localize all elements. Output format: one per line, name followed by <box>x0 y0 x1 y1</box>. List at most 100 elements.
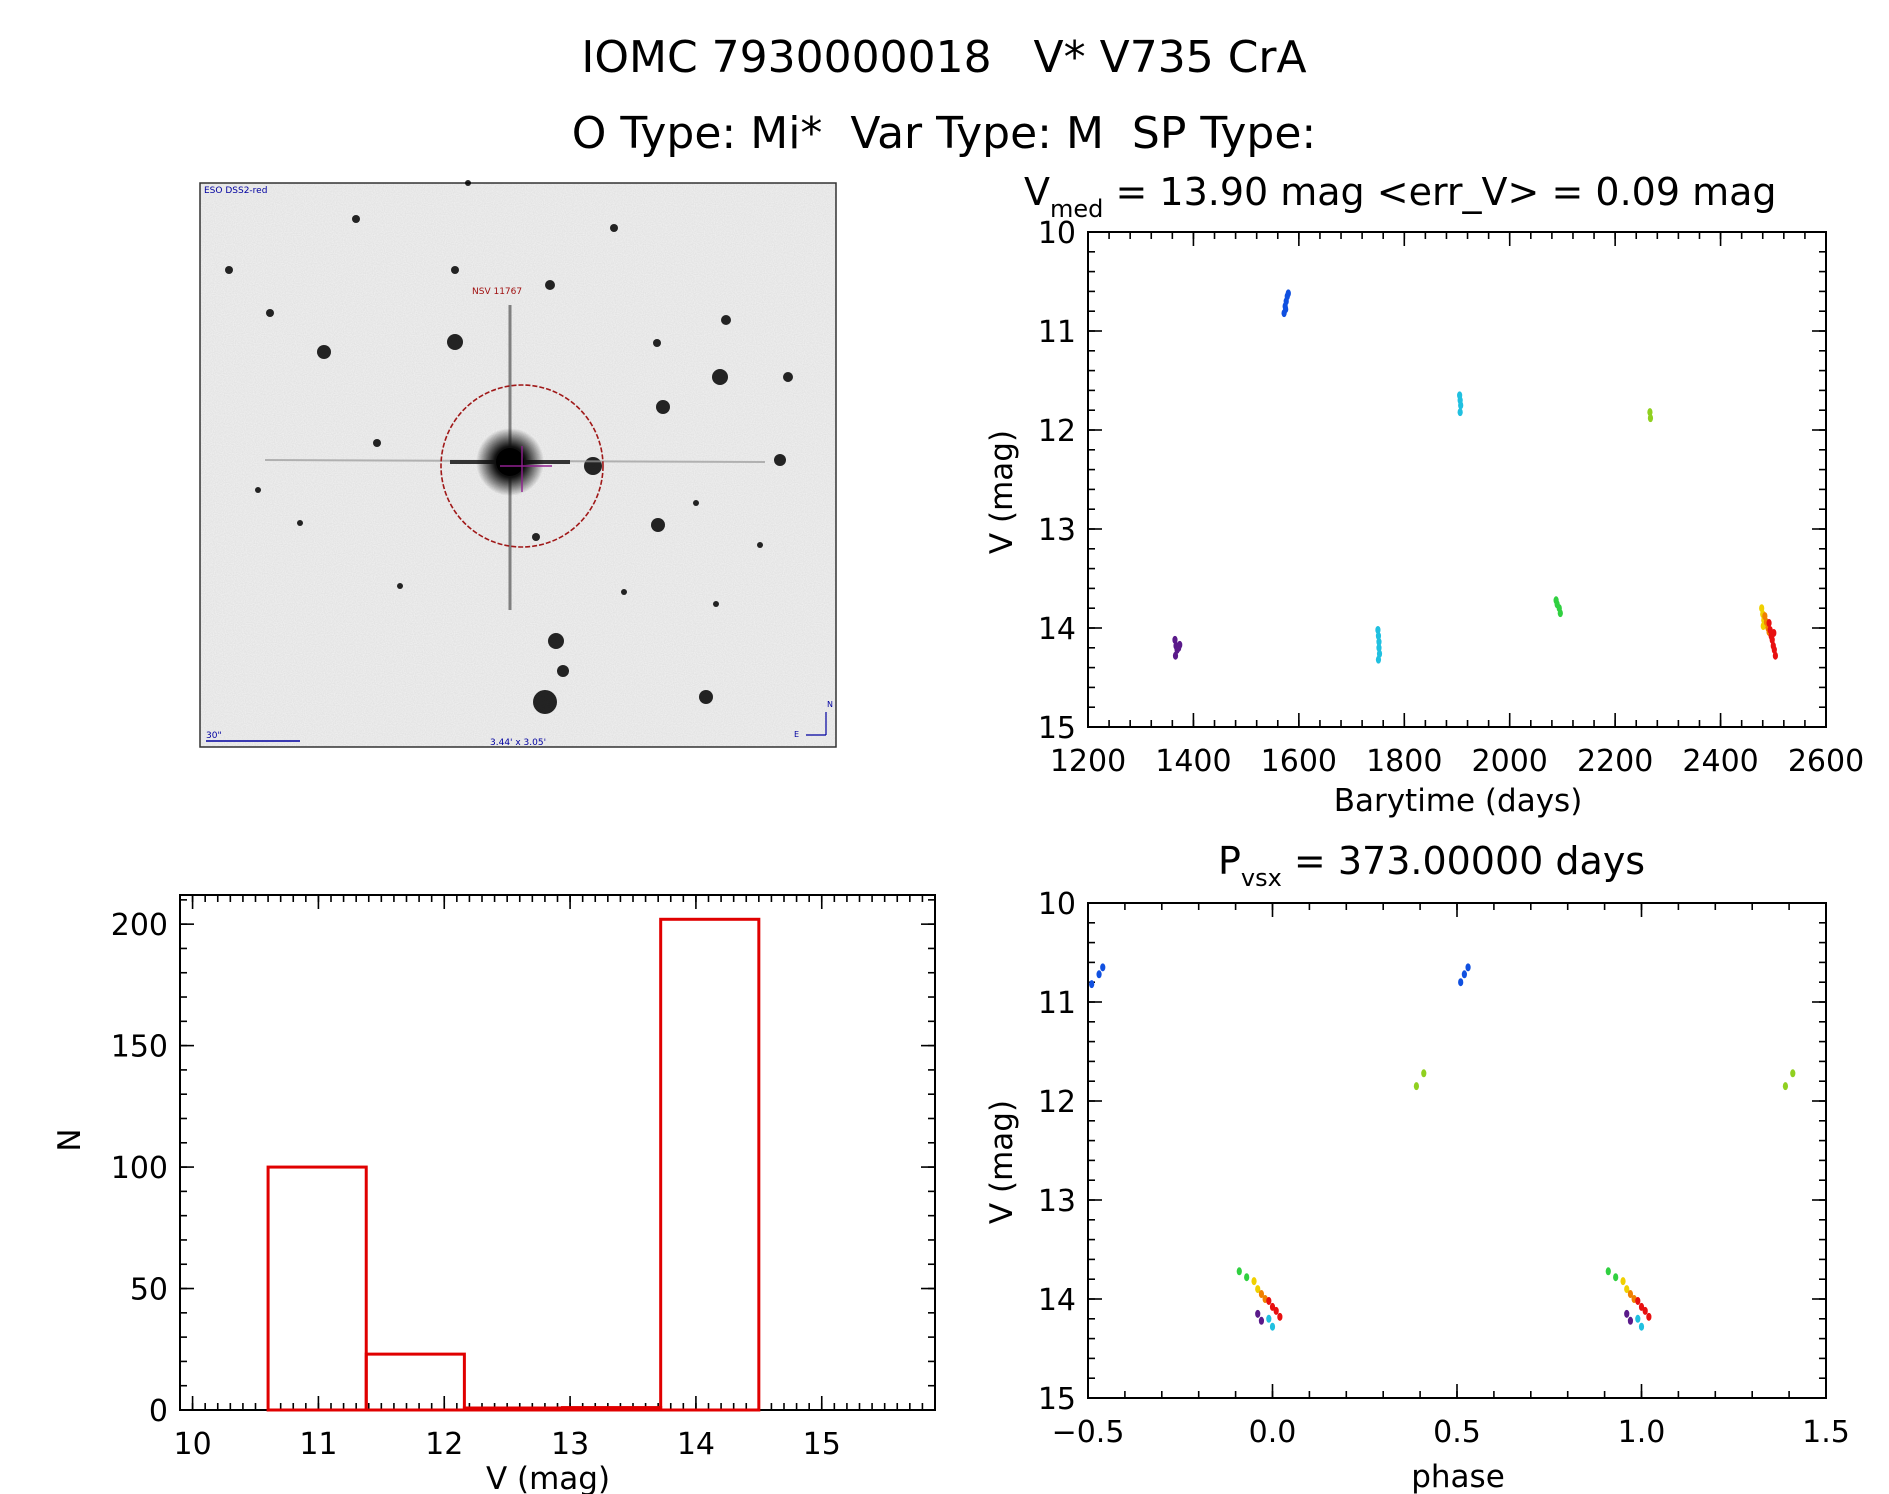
histogram-xtick-label: 10 <box>173 1427 211 1462</box>
phased-point-1-2 <box>1782 1082 1789 1091</box>
histogram-xtick-label: 15 <box>803 1427 841 1462</box>
lightcurve-point-7-6 <box>1772 651 1778 660</box>
star-25 <box>757 542 763 548</box>
phased-point-5-7 <box>1646 1312 1652 1321</box>
phased-point-7-0 <box>1255 1309 1261 1318</box>
phased-point-0-3 <box>1458 978 1464 987</box>
lightcurve-point-4-1 <box>1647 414 1654 423</box>
finder-survey-label: ESO DSS2-red <box>204 186 267 196</box>
phased-point-4-2 <box>1627 1290 1634 1299</box>
phased-point-6-3 <box>1638 1322 1645 1331</box>
lightcurve-ytick-label: 11 <box>1038 315 1076 350</box>
phased-point-7-1 <box>1258 1316 1265 1325</box>
phased-point-4-0 <box>1258 1290 1265 1299</box>
phased-point-5-5 <box>1638 1302 1645 1311</box>
phased-ytick-label: 13 <box>1038 1184 1076 1219</box>
lightcurve-xtick-label: 2000 <box>1472 744 1548 779</box>
star-16 <box>557 665 569 677</box>
target-star <box>264 305 766 610</box>
histogram-ylabel: N <box>52 1128 88 1151</box>
phased-point-6-1 <box>1269 1322 1276 1331</box>
header-line1: IOMC 7930000018 V* V735 CrA <box>581 32 1306 83</box>
star-11 <box>774 454 786 466</box>
lightcurve-point-7-7 <box>1771 628 1777 637</box>
phased-point-2-1 <box>1244 1273 1250 1282</box>
lightcurve-point-7-0 <box>1766 619 1772 628</box>
lightcurve-xtick-label: 2200 <box>1577 744 1653 779</box>
phased-point-1-3 <box>1790 1069 1796 1078</box>
lightcurve-point-1-5 <box>1283 305 1289 314</box>
lightcurve-plot: Vmed = 13.90 mag <err_V> = 0.09 mag 1200… <box>984 170 1864 819</box>
star-3 <box>783 372 793 382</box>
star-13 <box>584 457 602 475</box>
phased-xlabel: phase <box>1411 1459 1505 1494</box>
lightcurve-point-2-0 <box>1375 625 1381 634</box>
target-circle <box>440 384 604 548</box>
star-21 <box>465 180 471 186</box>
phased-point-6-2 <box>1635 1314 1641 1323</box>
lightcurve-ylabel: V (mag) <box>984 430 1020 554</box>
star-28 <box>255 487 261 493</box>
phased-xtick-label: −0.5 <box>1052 1415 1125 1450</box>
star-19 <box>373 439 381 447</box>
phased-ylabel: V (mag) <box>984 1100 1020 1224</box>
phased-xtick-label: 0.0 <box>1249 1415 1297 1450</box>
phased-point-3-1 <box>1255 1285 1261 1294</box>
phased-frame <box>1087 902 1827 1399</box>
lightcurve-point-0-5 <box>1172 651 1179 660</box>
lightcurve-title-main: V <box>1024 170 1050 214</box>
lightcurve-xtick-label: 1800 <box>1366 744 1442 779</box>
lightcurve-xtick-label: 1400 <box>1155 744 1231 779</box>
star-17 <box>533 690 557 714</box>
lightcurve-title-sub: med <box>1050 195 1103 223</box>
phased-point-0-5 <box>1465 963 1471 972</box>
phased-point-7-2 <box>1624 1309 1630 1318</box>
histogram-ytick-label: 200 <box>111 908 168 943</box>
phased-xtick-label: 1.0 <box>1618 1415 1666 1450</box>
lightcurve-point-0-4 <box>1177 640 1183 649</box>
lightcurve-point-2-9 <box>1457 408 1463 417</box>
phased-point-3-3 <box>1624 1285 1630 1294</box>
histogram-ytick-label: 150 <box>111 1030 168 1065</box>
star-26 <box>397 583 403 589</box>
phased-point-2-0 <box>1236 1267 1242 1276</box>
lightcurve-point-1-4 <box>1285 289 1291 298</box>
histogram-xtick-label: 14 <box>677 1427 715 1462</box>
phased-point-0-2 <box>1100 963 1106 972</box>
lightcurve-ytick-label: 12 <box>1038 414 1076 449</box>
star-0 <box>317 345 331 359</box>
star-24 <box>621 589 627 595</box>
finder-fov-label: 3.44' x 3.05' <box>490 738 546 748</box>
phased-title-main: P <box>1218 839 1241 883</box>
lightcurve-point-2-5 <box>1375 655 1382 664</box>
lightcurve-point-2-1 <box>1375 631 1382 640</box>
phased-point-5-2 <box>1273 1306 1279 1315</box>
phased-point-7-3 <box>1627 1316 1634 1325</box>
histogram-ytick-label: 100 <box>111 1151 168 1186</box>
star-6 <box>225 266 233 274</box>
lightcurve-point-2-3 <box>1376 643 1382 652</box>
phased-plot: Pvsx = 373.00000 days −0.5 0.0 0.5 1.0 1.5 10… <box>984 839 1850 1494</box>
star-5 <box>545 280 555 290</box>
histogram-ytick-label: 0 <box>149 1394 168 1429</box>
phased-ytick-label: 15 <box>1038 1382 1076 1417</box>
lightcurve-ytick-label: 10 <box>1038 216 1076 251</box>
phased-point-2-2 <box>1605 1267 1611 1276</box>
histogram-bar-4 <box>659 917 761 1412</box>
histogram-bar-1 <box>364 1352 466 1412</box>
phased-point-5-0 <box>1266 1296 1272 1305</box>
finder-image: ESO DSS2-red NSV 11767 30" 3.44' x 3.05'… <box>199 180 837 748</box>
phased-point-3-2 <box>1620 1277 1626 1286</box>
star-12 <box>651 518 665 532</box>
phased-title: Pvsx = 373.00000 days <box>1218 839 1645 892</box>
histogram-xtick-label: 13 <box>551 1427 589 1462</box>
histogram-bar-2 <box>462 1406 565 1412</box>
phased-ytick-label: 11 <box>1038 986 1076 1021</box>
lightcurve-point-3-3 <box>1557 609 1563 618</box>
star-9 <box>721 315 731 325</box>
phased-title-sub: vsx <box>1241 864 1282 892</box>
phased-point-0-0 <box>1089 980 1095 989</box>
histogram-xlabel: V (mag) <box>486 1461 610 1494</box>
